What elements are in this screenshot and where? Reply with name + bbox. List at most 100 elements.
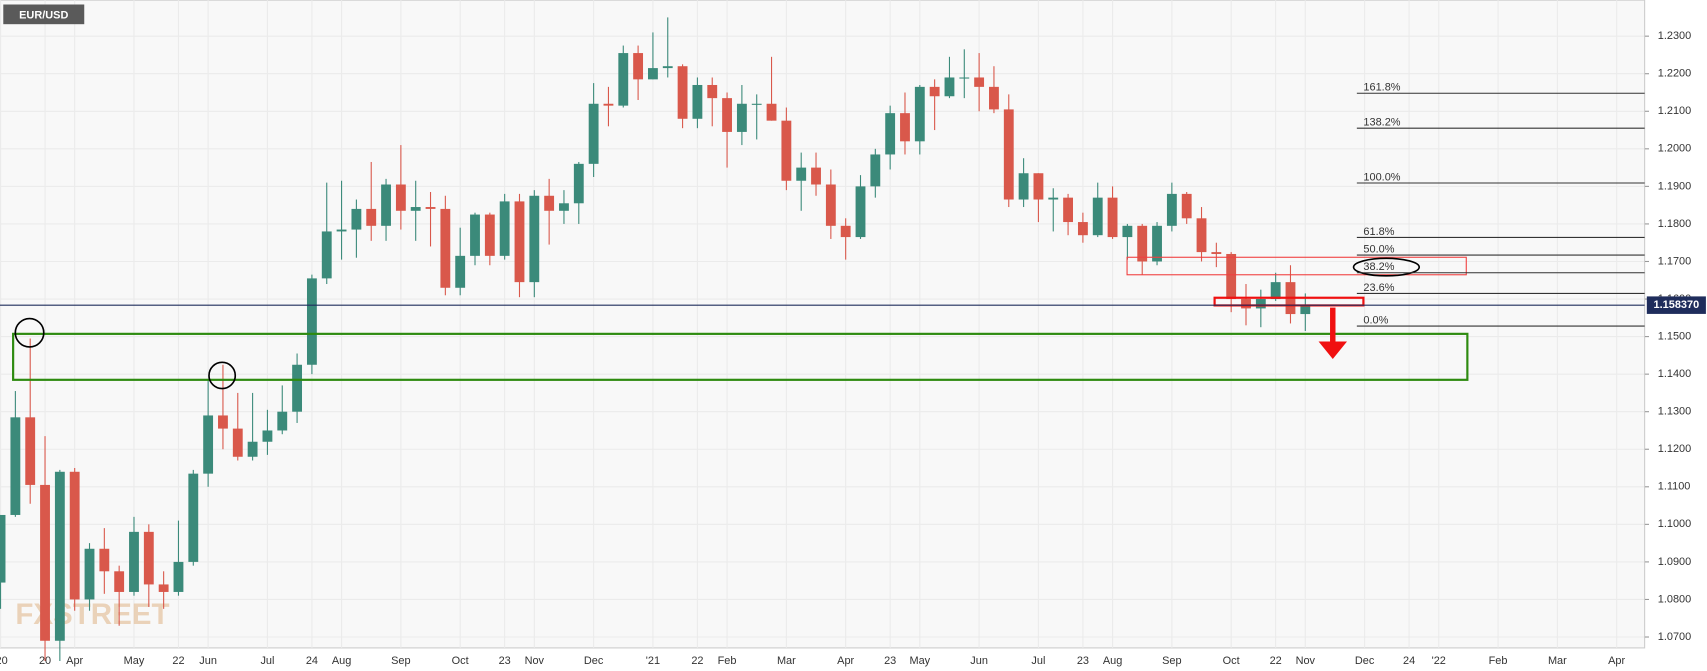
candle-body	[54, 471, 65, 641]
candle-body	[188, 473, 199, 562]
x-tick-label: '21	[646, 655, 660, 667]
candle-body	[1152, 225, 1162, 262]
y-tick-label: 1.1300	[1658, 406, 1691, 418]
candle-body	[811, 167, 821, 185]
x-tick-label: Dec	[584, 655, 604, 667]
candle-body	[781, 120, 792, 181]
fib-label: 23.6%	[1363, 282, 1394, 294]
candle-body	[1063, 197, 1074, 223]
candle-body	[173, 561, 184, 592]
x-tick-label: Apr	[66, 655, 83, 667]
candle-body	[351, 208, 362, 230]
fib-label: 50.0%	[1363, 244, 1394, 256]
candle-body	[855, 186, 866, 238]
x-tick-label: May	[124, 655, 145, 667]
candle-body	[99, 548, 110, 572]
candle-body	[277, 411, 288, 431]
candle-body	[1107, 197, 1118, 238]
y-tick-label: 1.1000	[1658, 518, 1691, 530]
last-price-label: 1.158370	[1654, 299, 1700, 311]
candle-body	[321, 231, 332, 279]
candle-body	[1211, 252, 1222, 254]
candle-body	[425, 207, 436, 209]
candle-body	[336, 229, 347, 232]
candle-body	[989, 86, 999, 110]
y-tick-label: 1.1200	[1658, 443, 1691, 455]
candle-body	[10, 417, 21, 515]
candle-body	[514, 201, 525, 283]
x-tick-label: Nov	[525, 655, 545, 667]
candle-body	[1092, 197, 1103, 236]
candle-body	[603, 103, 614, 106]
x-tick-label: 22	[172, 655, 184, 667]
candle-body	[143, 531, 154, 585]
candle-body	[914, 86, 925, 142]
y-tick-label: 1.0800	[1658, 593, 1691, 605]
candle-body	[1137, 225, 1148, 262]
x-tick-label: 23	[1077, 655, 1089, 667]
annotations	[12, 256, 1469, 390]
x-tick-label: May	[909, 655, 930, 667]
candle-body	[588, 103, 599, 164]
candle-body	[900, 113, 910, 142]
candle-body	[306, 278, 317, 365]
candle-body	[559, 203, 569, 211]
candle-body	[959, 77, 970, 79]
x-tick-label: Aug	[1103, 655, 1122, 667]
candle-body	[158, 584, 169, 592]
y-tick-label: 1.1100	[1658, 481, 1691, 493]
highlight-circle	[14, 317, 45, 348]
candle-body	[840, 225, 851, 238]
candle-body	[825, 184, 836, 226]
candle-body	[1033, 173, 1044, 200]
candle-body	[1048, 197, 1059, 200]
x-tick-label: Feb	[1489, 655, 1508, 667]
y-tick-label: 1.0700	[1658, 631, 1691, 643]
y-tick-label: 1.1400	[1658, 368, 1691, 380]
candle-body	[292, 364, 303, 412]
candle-body	[69, 471, 80, 600]
x-tick-label: 24	[1403, 655, 1415, 667]
x-tick-label: Oct	[1223, 655, 1240, 667]
candle-body	[1181, 193, 1192, 219]
x-tick-label: Jun	[970, 655, 988, 667]
candle-body	[707, 84, 718, 99]
y-axis: 1.0700 1.0800 1.0900 1.1000 1.1100 1.1200 1.13…	[1644, 30, 1691, 643]
grid	[0, 0, 1645, 648]
fib-label: 38.2%	[1363, 261, 1394, 273]
candle-body	[440, 208, 451, 288]
fib-label: 138.2%	[1363, 117, 1400, 129]
fib-label: 161.8%	[1363, 82, 1400, 94]
candle-body	[395, 184, 406, 211]
candle-body	[455, 255, 466, 288]
x-tick-label: Sep	[1162, 655, 1181, 667]
candle-body	[84, 548, 95, 600]
candle-body	[722, 98, 732, 132]
y-tick-label: 1.1700	[1658, 255, 1691, 267]
candle-body	[870, 154, 881, 187]
candle-body	[1241, 299, 1251, 309]
candle-body	[662, 66, 673, 69]
candle-body	[218, 415, 228, 429]
candle-body	[618, 53, 629, 106]
candle-body	[247, 441, 258, 457]
candle-body	[736, 103, 747, 132]
y-tick-label: 1.1500	[1658, 330, 1691, 342]
arrow-head	[1318, 341, 1347, 360]
y-tick-label: 1.2000	[1658, 143, 1691, 155]
candle-body	[381, 184, 391, 226]
candle-body	[529, 195, 540, 283]
x-tick-label: Sep	[391, 655, 410, 667]
candle-body	[573, 163, 584, 204]
candle-body	[929, 86, 940, 97]
support-zone	[12, 332, 1469, 381]
fib-label: 61.8%	[1363, 226, 1394, 238]
y-tick-label: 1.1900	[1658, 180, 1691, 192]
candle-body	[232, 428, 243, 457]
candle-body	[766, 103, 777, 121]
candle-body	[751, 103, 762, 105]
x-tick-label: Mar	[1548, 655, 1567, 667]
x-tick-label: 22	[1270, 655, 1282, 667]
candle-body	[692, 84, 703, 119]
fibonacci: 161.8% 138.2% 100.0% 61.8% 50.0% 38.2% 23.6% 0.…	[1356, 82, 1645, 327]
